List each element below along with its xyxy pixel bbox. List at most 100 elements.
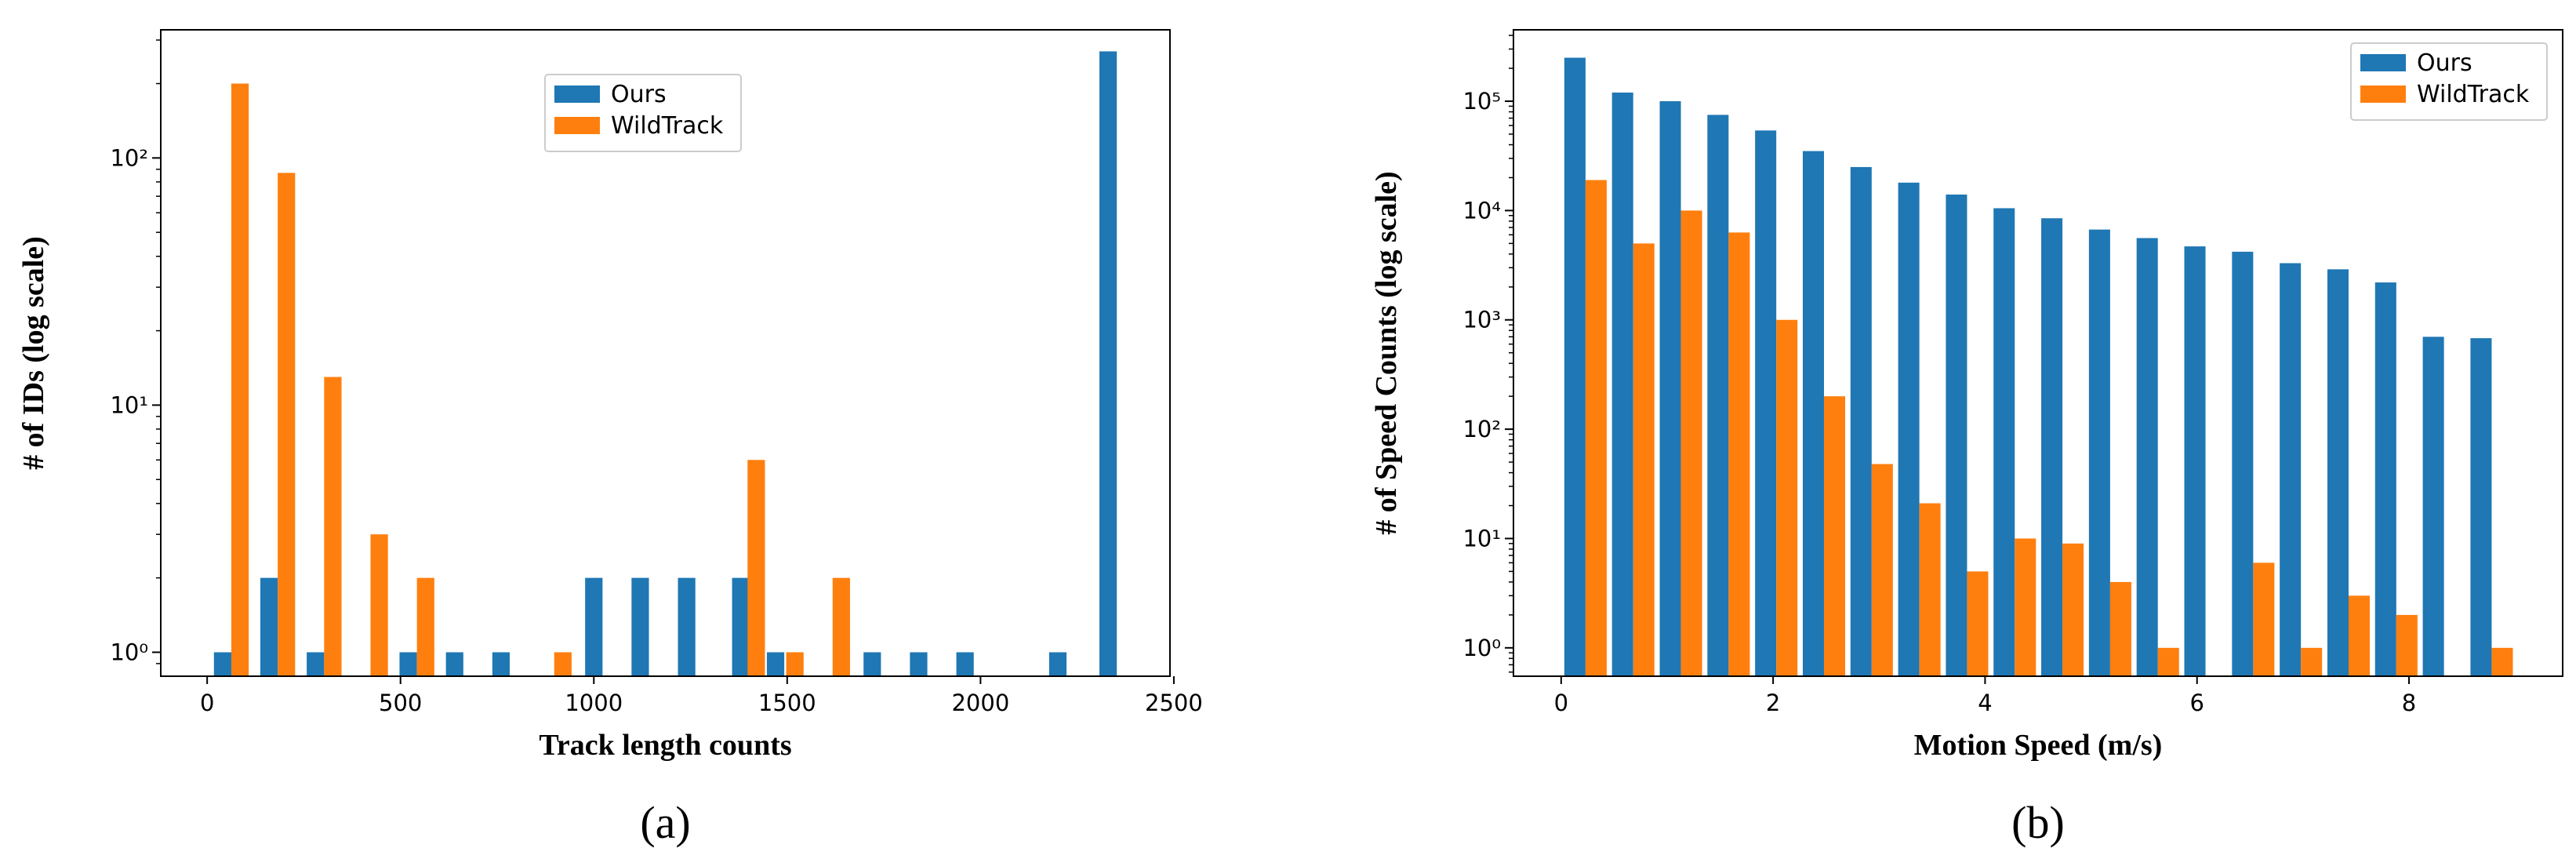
bar-ours bbox=[1802, 151, 1824, 676]
bar-wildtrack bbox=[2109, 581, 2131, 676]
bar-ours bbox=[2232, 251, 2254, 676]
bar-ours bbox=[1707, 115, 1729, 676]
bar-wildtrack bbox=[416, 577, 434, 676]
bars-layer bbox=[1564, 57, 2513, 677]
plot-frame bbox=[160, 29, 1171, 677]
bar-wildtrack bbox=[786, 652, 804, 676]
bar-ours bbox=[1099, 51, 1117, 676]
x-tick-label: 0 bbox=[1554, 690, 1568, 716]
bar-wildtrack bbox=[2491, 647, 2513, 676]
panel-label: (b) bbox=[2011, 797, 2065, 848]
bar-ours bbox=[2327, 269, 2349, 676]
legend-swatch-ours bbox=[2360, 54, 2406, 71]
x-tick-label: 2000 bbox=[951, 690, 1009, 716]
legend: Ours WildTrack bbox=[544, 74, 742, 152]
bar-ours bbox=[678, 577, 696, 676]
legend-label-wildtrack: WildTrack bbox=[611, 112, 724, 140]
bar-ours bbox=[2280, 263, 2302, 676]
y-axis-label: # of IDs (log scale) bbox=[17, 236, 50, 470]
bar-wildtrack bbox=[2396, 614, 2418, 676]
x-tick-label: 1500 bbox=[758, 690, 816, 716]
bar-ours bbox=[445, 652, 463, 676]
bar-ours bbox=[631, 577, 649, 676]
y-tick-label: 10² bbox=[110, 144, 148, 171]
bar-ours bbox=[213, 652, 231, 676]
bar-wildtrack bbox=[2062, 543, 2084, 676]
y-tick-label: 10⁵ bbox=[1462, 88, 1501, 115]
x-axis-ticks: 0 500 1000 1500 2000 2500 bbox=[200, 676, 1203, 716]
bar-wildtrack bbox=[2348, 595, 2371, 676]
bar-wildtrack bbox=[1728, 232, 1750, 677]
bar-ours bbox=[1993, 208, 2015, 676]
bar-ours bbox=[863, 652, 881, 676]
bar-ours bbox=[399, 652, 417, 676]
bar-wildtrack bbox=[324, 377, 342, 676]
legend: Ours WildTrack bbox=[2350, 42, 2548, 121]
legend-label-ours: Ours bbox=[2417, 49, 2472, 77]
legend-label-wildtrack: WildTrack bbox=[2417, 81, 2530, 108]
x-tick-label: 8 bbox=[2402, 690, 2416, 716]
bar-ours bbox=[2136, 238, 2158, 677]
bar-wildtrack bbox=[2253, 562, 2275, 676]
x-tick-label: 0 bbox=[200, 690, 214, 716]
bar-ours bbox=[492, 652, 510, 676]
bar-wildtrack bbox=[1585, 180, 1607, 677]
y-tick-label: 10⁰ bbox=[110, 639, 148, 665]
bar-ours bbox=[2470, 338, 2492, 676]
bar-ours bbox=[2184, 246, 2206, 677]
bar-ours bbox=[732, 577, 750, 676]
bar-wildtrack bbox=[278, 173, 296, 676]
bar-wildtrack bbox=[1633, 243, 1655, 677]
bar-ours bbox=[2422, 337, 2444, 676]
bar-ours bbox=[2374, 282, 2396, 676]
x-tick-label: 500 bbox=[379, 690, 422, 716]
y-tick-label: 10⁴ bbox=[1462, 197, 1501, 224]
bar-ours bbox=[910, 652, 928, 676]
x-tick-label: 4 bbox=[1978, 690, 1992, 716]
legend-swatch-ours bbox=[554, 86, 600, 103]
legend-swatch-wildtrack bbox=[554, 117, 600, 134]
y-tick-label: 10¹ bbox=[1462, 525, 1501, 551]
y-tick-label: 10³ bbox=[1462, 307, 1501, 333]
bar-wildtrack bbox=[2015, 538, 2036, 676]
bar-wildtrack bbox=[2157, 647, 2179, 676]
bar-wildtrack bbox=[2301, 647, 2323, 676]
bar-ours bbox=[1850, 166, 1872, 676]
bar-wildtrack bbox=[1680, 210, 1702, 676]
bar-wildtrack bbox=[370, 534, 388, 676]
y-axis-label: # of Speed Counts (log scale) bbox=[1370, 171, 1403, 534]
bar-wildtrack bbox=[1823, 396, 1846, 676]
bar-wildtrack bbox=[1919, 503, 1941, 676]
bar-wildtrack bbox=[1871, 464, 1893, 676]
bar-ours bbox=[1898, 182, 1920, 676]
panel-label: (a) bbox=[640, 797, 690, 848]
bar-ours bbox=[1755, 130, 1777, 676]
bar-ours bbox=[956, 652, 974, 676]
y-tick-label: 10¹ bbox=[110, 391, 148, 418]
x-axis-ticks: 0 2 4 6 8 bbox=[1554, 676, 2416, 716]
x-axis-label: Track length counts bbox=[539, 729, 791, 762]
x-tick-label: 2 bbox=[1766, 690, 1780, 716]
bar-ours bbox=[585, 577, 603, 676]
y-axis-ticks: 10⁰ 10¹ 10² 10³ 10⁴ 10⁵ bbox=[1462, 35, 1513, 673]
legend-label-ours: Ours bbox=[611, 81, 667, 108]
bar-ours bbox=[1946, 195, 1967, 676]
bar-ours bbox=[1048, 652, 1067, 676]
bars-layer bbox=[213, 51, 1117, 676]
bar-wildtrack bbox=[1776, 319, 1798, 676]
legend-swatch-wildtrack bbox=[2360, 86, 2406, 103]
x-tick-label: 1000 bbox=[565, 690, 623, 716]
bar-ours bbox=[1564, 57, 1586, 676]
x-tick-label: 6 bbox=[2190, 690, 2204, 716]
x-tick-label: 2500 bbox=[1145, 690, 1203, 716]
bar-ours bbox=[1659, 101, 1681, 676]
bar-wildtrack bbox=[747, 460, 765, 676]
bar-wildtrack bbox=[231, 83, 249, 676]
y-axis-ticks: 10⁰ 10¹ 10² bbox=[110, 39, 161, 665]
bar-wildtrack bbox=[832, 577, 850, 676]
chart-panel-a: 0 500 1000 1500 2000 2500 10⁰ 10¹ 10² Ours Wild… bbox=[17, 29, 1203, 848]
y-tick-label: 10² bbox=[1462, 416, 1501, 442]
bar-ours bbox=[2088, 229, 2110, 676]
